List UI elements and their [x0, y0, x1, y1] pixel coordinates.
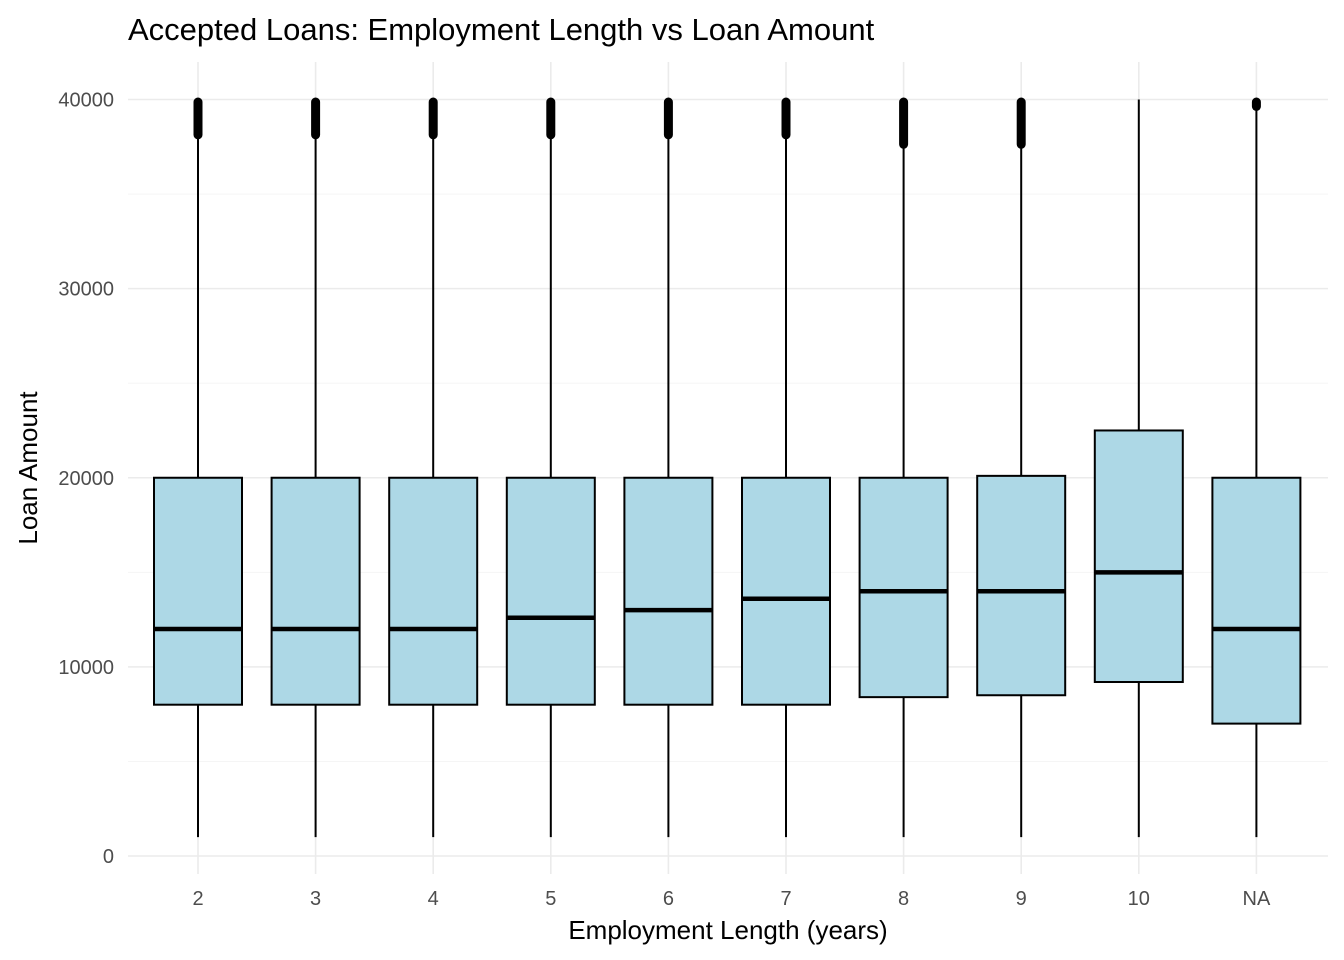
y-tick-label: 0 — [103, 846, 114, 868]
x-tick-label: 10 — [1128, 888, 1150, 910]
outlier-points — [663, 97, 673, 140]
outlier-points — [1251, 97, 1261, 111]
outlier-points — [899, 97, 909, 149]
iqr-box — [623, 476, 714, 706]
x-tick-label: 4 — [428, 888, 439, 910]
x-tick-label: 9 — [1016, 888, 1027, 910]
chart-title: Accepted Loans: Employment Length vs Loa… — [128, 12, 875, 47]
x-tick-label: 3 — [310, 888, 321, 910]
tick-layer: 0 10000 20000 30000 40000 2 3 4 5 6 7 8 9 10 NA — [58, 90, 1271, 911]
x-axis-title: Employment Length (years) — [568, 915, 887, 945]
box-group — [505, 97, 596, 838]
box-group — [153, 97, 243, 838]
box-group — [976, 97, 1067, 838]
box-group — [270, 97, 361, 838]
iqr-box — [1211, 476, 1302, 725]
x-tick-label: 6 — [663, 888, 674, 910]
x-tick-label: NA — [1243, 888, 1271, 910]
y-axis-title: Loan Amount — [13, 391, 43, 545]
outlier-points — [428, 97, 438, 140]
iqr-box — [505, 476, 596, 706]
x-tick-label: 8 — [898, 888, 909, 910]
x-tick-label: 7 — [780, 888, 791, 910]
box-group — [1093, 99, 1184, 838]
y-tick-label: 20000 — [58, 468, 114, 490]
iqr-box — [388, 476, 479, 706]
outlier-points — [781, 97, 791, 140]
outlier-points — [546, 97, 556, 140]
box-group — [388, 97, 479, 838]
iqr-box — [976, 474, 1067, 697]
outlier-points — [193, 97, 203, 140]
x-tick-label: 2 — [192, 888, 203, 910]
iqr-box — [1093, 429, 1184, 684]
y-tick-label: 40000 — [58, 90, 114, 112]
iqr-box — [270, 476, 361, 706]
iqr-box — [153, 476, 243, 706]
iqr-box — [741, 476, 831, 706]
x-tick-label: 5 — [545, 888, 556, 910]
box-group — [741, 97, 831, 838]
y-tick-label: 10000 — [58, 657, 114, 679]
outlier-points — [1016, 97, 1026, 149]
y-tick-label: 30000 — [58, 279, 114, 301]
iqr-box — [858, 476, 949, 699]
box-layer — [153, 97, 1302, 838]
outlier-points — [311, 97, 321, 140]
box-group — [858, 97, 949, 838]
box-group — [623, 97, 714, 838]
box-group — [1211, 97, 1302, 838]
